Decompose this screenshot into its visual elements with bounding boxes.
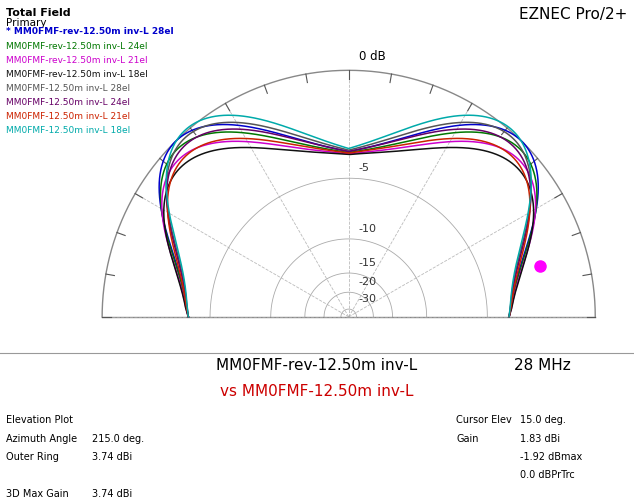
Text: -30: -30 (359, 294, 377, 304)
Text: MM0FMF-12.50m inv-L 28el: MM0FMF-12.50m inv-L 28el (6, 84, 131, 92)
Text: 3D Max Gain: 3D Max Gain (6, 489, 69, 499)
Text: -15: -15 (359, 258, 377, 268)
Text: Elevation Plot: Elevation Plot (6, 415, 74, 425)
Text: Outer Ring: Outer Ring (6, 452, 59, 462)
Text: MM0FMF-rev-12.50m inv-L 21el: MM0FMF-rev-12.50m inv-L 21el (6, 56, 148, 64)
Text: -10: -10 (359, 224, 377, 234)
Text: MM0FMF-rev-12.50m inv-L 24el: MM0FMF-rev-12.50m inv-L 24el (6, 42, 148, 50)
Text: EZNEC Pro/2+: EZNEC Pro/2+ (519, 8, 628, 22)
Text: Cursor Elev: Cursor Elev (456, 415, 512, 425)
Text: 0.0 dBPrTrc: 0.0 dBPrTrc (520, 470, 574, 480)
Text: vs MM0FMF-12.50m inv-L: vs MM0FMF-12.50m inv-L (220, 384, 414, 398)
Text: 3.74 dBi: 3.74 dBi (92, 489, 132, 499)
Text: 215.0 deg.: 215.0 deg. (92, 434, 144, 444)
Text: MM0FMF-12.50m inv-L 21el: MM0FMF-12.50m inv-L 21el (6, 112, 131, 120)
Text: -5: -5 (359, 164, 370, 173)
Text: 0 dB: 0 dB (359, 50, 385, 63)
Text: -1.92 dBmax: -1.92 dBmax (520, 452, 582, 462)
Text: MM0FMF-rev-12.50m inv-L: MM0FMF-rev-12.50m inv-L (216, 358, 418, 372)
Text: -20: -20 (359, 278, 377, 287)
Text: 3.74 dBi: 3.74 dBi (92, 452, 132, 462)
Text: 1.83 dBi: 1.83 dBi (520, 434, 560, 444)
Text: MM0FMF-rev-12.50m inv-L 18el: MM0FMF-rev-12.50m inv-L 18el (6, 70, 148, 78)
Text: Gain: Gain (456, 434, 479, 444)
Text: Primary: Primary (6, 18, 47, 28)
Text: Total Field: Total Field (6, 8, 71, 18)
Text: 15.0 deg.: 15.0 deg. (520, 415, 566, 425)
Text: MM0FMF-12.50m inv-L 18el: MM0FMF-12.50m inv-L 18el (6, 126, 131, 134)
Text: Azimuth Angle: Azimuth Angle (6, 434, 77, 444)
Text: 28 MHz: 28 MHz (514, 358, 571, 372)
Text: MM0FMF-12.50m inv-L 24el: MM0FMF-12.50m inv-L 24el (6, 98, 131, 106)
Text: * MM0FMF-rev-12.50m inv-L 28el: * MM0FMF-rev-12.50m inv-L 28el (6, 28, 174, 36)
